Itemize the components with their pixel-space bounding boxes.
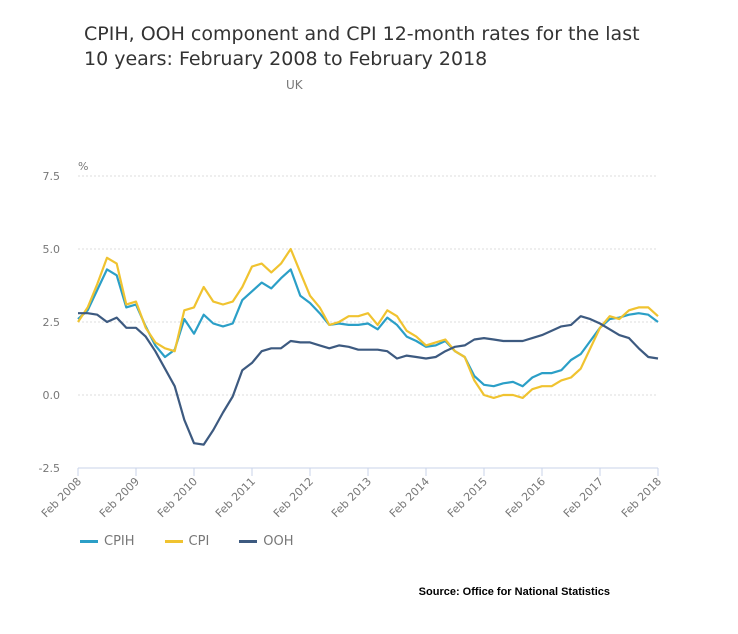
legend-item-cpi: CPI [164,534,210,549]
x-tick-label: Feb 2012 [271,475,316,520]
x-tick-label: Feb 2016 [503,475,548,520]
x-tick-label: Feb 2017 [561,475,606,520]
legend-item-ooh: OOH [239,534,294,549]
x-tick-label: Feb 2008 [39,475,84,520]
chart-title: CPIH, OOH component and CPI 12-month rat… [84,23,640,70]
cpi-swatch [164,540,183,543]
source-note: Source: Office for National Statistics [418,586,610,598]
x-tick-label: Feb 2010 [155,475,200,520]
legend-label: OOH [263,534,294,549]
x-tick-label: Feb 2011 [213,475,258,520]
ooh-swatch [239,540,258,543]
x-tick-label: Feb 2009 [97,475,142,520]
y-tick-label: -2.5 [39,462,60,475]
legend-label: CPI [188,534,210,549]
series-line-cpi [77,247,659,399]
y-tick-label: 5.0 [43,243,61,256]
x-tick-label: Feb 2013 [329,475,374,520]
cpih-swatch [80,540,98,543]
legend: CPIH CPI OOH [80,534,294,549]
x-tick-label: Feb 2014 [387,475,432,520]
y-axis-unit: % [78,160,88,173]
y-tick-label: 7.5 [43,170,61,183]
x-tick-label: Feb 2015 [445,475,490,520]
series-line-ooh [78,312,659,446]
y-tick-label: 0.0 [43,389,61,402]
y-tick-label: 2.5 [43,316,61,329]
legend-item-cpih: CPIH [80,534,135,549]
x-tick-label: Feb 2018 [619,475,664,520]
chart-subtitle: UK [286,78,303,92]
legend-label: CPIH [104,534,135,549]
